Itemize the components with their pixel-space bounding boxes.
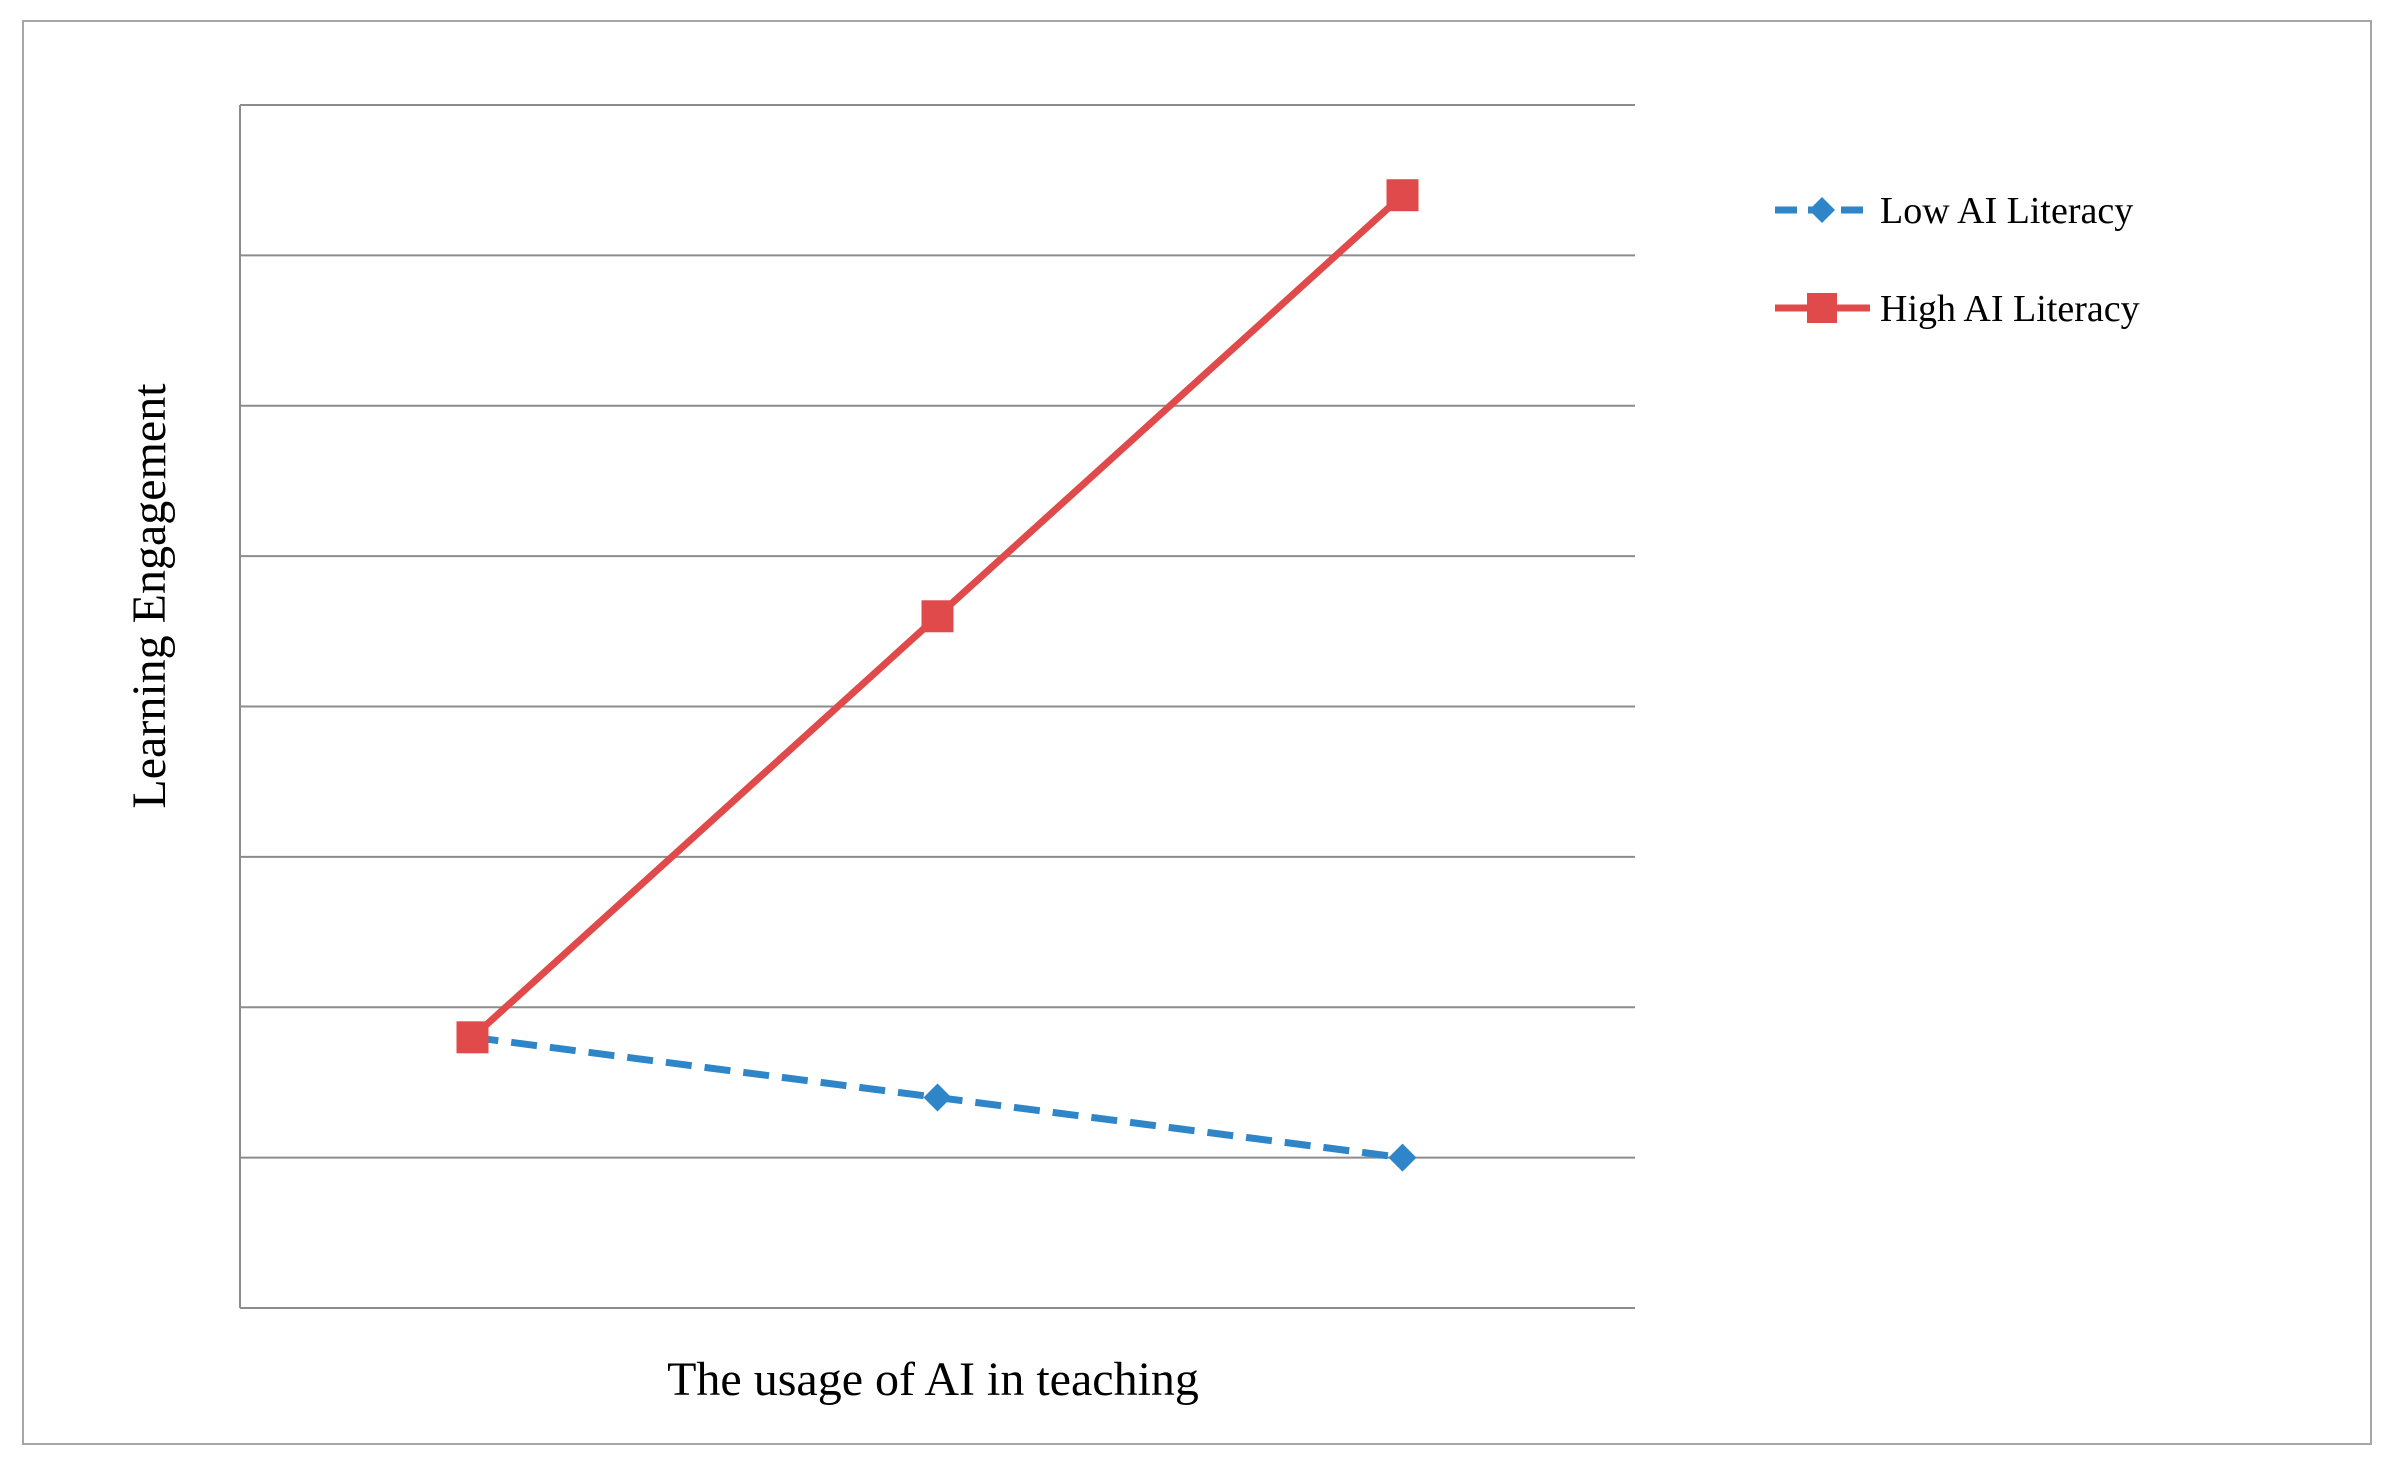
data-point <box>921 600 954 633</box>
legend-item: High AI Literacy <box>1775 288 2140 330</box>
legend: Low AI Literacy High AI Literacy <box>1775 190 2140 330</box>
x-axis-title: The usage of AI in teaching <box>667 1353 1199 1406</box>
legend-label: Low AI Literacy <box>1880 190 2133 232</box>
legend-marker <box>1809 197 1835 223</box>
series-0 <box>458 1023 1417 1172</box>
series-1 <box>456 179 1419 1054</box>
data-point <box>923 1083 952 1112</box>
axes <box>239 105 1635 1309</box>
chart-frame <box>22 20 2372 1445</box>
legend-label: High AI Literacy <box>1880 288 2140 330</box>
series-group <box>456 179 1419 1172</box>
y-axis-title: Learning Engagement <box>123 383 176 809</box>
data-point <box>456 1021 489 1054</box>
data-point <box>1388 1143 1417 1172</box>
legend-item: Low AI Literacy <box>1775 190 2133 232</box>
data-point <box>1386 179 1419 212</box>
legend-marker <box>1807 293 1837 323</box>
